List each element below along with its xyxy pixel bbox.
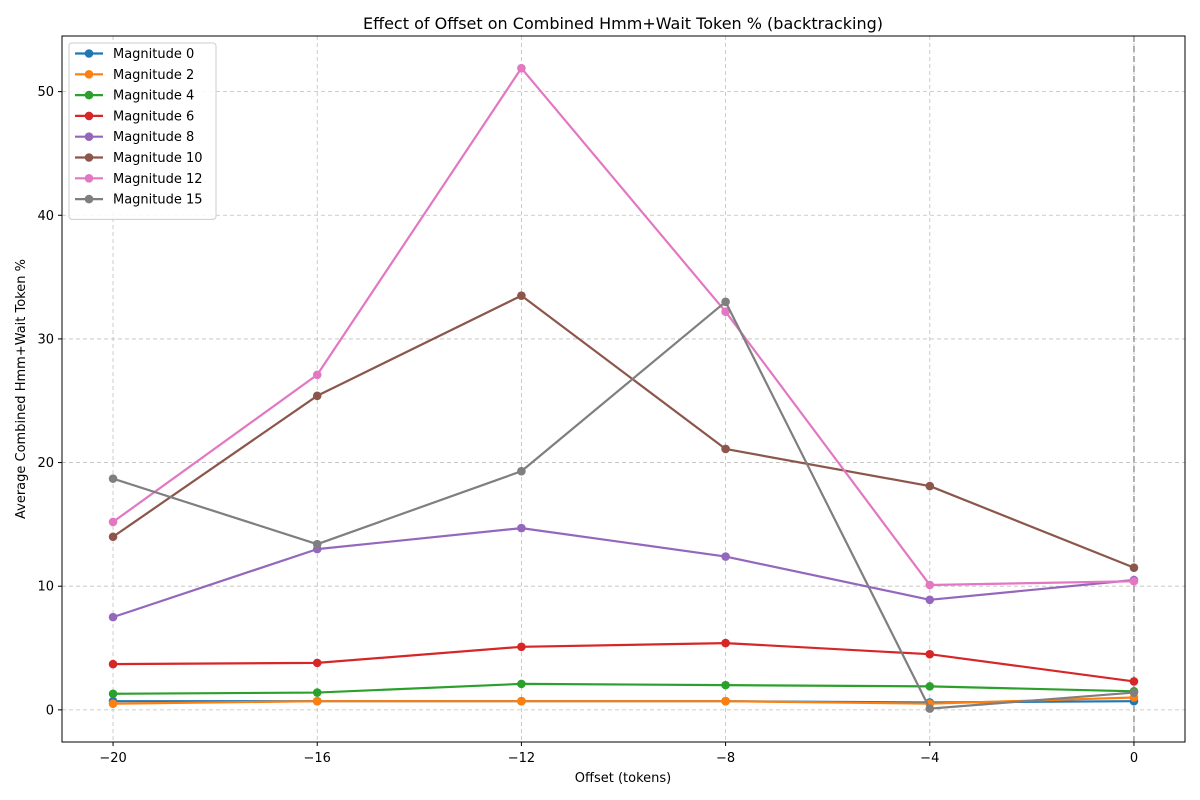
data-point <box>517 523 526 533</box>
legend-label: Magnitude 12 <box>113 172 203 187</box>
data-point <box>721 680 730 690</box>
data-point <box>1129 688 1139 697</box>
legend-marker <box>84 194 94 204</box>
legend-marker <box>84 174 94 183</box>
data-point <box>312 658 322 668</box>
legend-label: Magnitude 8 <box>113 130 194 145</box>
legend-marker <box>84 49 94 58</box>
data-point <box>108 532 118 542</box>
data-point <box>312 391 322 401</box>
data-point <box>108 659 118 669</box>
legend-label: Magnitude 4 <box>113 89 194 104</box>
y-tick-label: 10 <box>37 580 54 595</box>
data-point <box>1129 576 1139 586</box>
y-tick-label: 0 <box>46 703 54 718</box>
series-magnitude-12 <box>108 63 1139 590</box>
y-tick-label: 30 <box>37 332 54 347</box>
data-point <box>721 638 730 648</box>
legend-marker <box>84 90 94 100</box>
data-point <box>925 481 935 491</box>
legend-item: Magnitude 2 <box>75 68 194 83</box>
grid <box>62 36 1185 742</box>
data-point <box>925 595 935 605</box>
series-line <box>112 526 1135 619</box>
data-point <box>517 696 526 706</box>
data-point <box>1129 677 1139 686</box>
series-line <box>113 641 1135 683</box>
data-point <box>312 688 322 697</box>
x-tick-label: −12 <box>508 751 535 766</box>
x-tick-label: −4 <box>920 751 939 766</box>
data-point <box>925 580 935 590</box>
y-axis-label: Average Combined Hmm+Wait Token % <box>14 259 29 519</box>
series-line <box>112 300 1135 710</box>
legend-label: Magnitude 0 <box>113 47 194 62</box>
y-tick-label: 20 <box>37 456 54 471</box>
data-point <box>721 297 730 307</box>
data-point <box>517 63 526 73</box>
data-point <box>108 612 118 622</box>
data-point <box>925 682 935 691</box>
data-point <box>1129 563 1139 572</box>
y-tick-label: 40 <box>37 209 54 224</box>
legend-label: Magnitude 10 <box>113 151 203 166</box>
legend-item: Magnitude 15 <box>75 193 203 208</box>
data-point <box>108 689 118 699</box>
legend-item: Magnitude 8 <box>75 130 194 145</box>
x-tick-label: −16 <box>304 751 331 766</box>
legend-item: Magnitude 0 <box>75 47 194 62</box>
data-point <box>517 642 526 652</box>
series-magnitude-6 <box>108 638 1139 686</box>
series-magnitude-4 <box>108 679 1139 699</box>
x-axis-label: Offset (tokens) <box>575 771 671 786</box>
data-point <box>517 466 526 476</box>
legend-marker <box>84 132 94 141</box>
series-line <box>113 696 1134 705</box>
x-tick-label: −8 <box>716 751 735 766</box>
data-point <box>721 307 730 317</box>
legend-box <box>68 42 217 220</box>
x-axis-ticks: −20 −16 −12 −8 −4 0 <box>99 742 1138 766</box>
series-magnitude-8 <box>108 523 1139 622</box>
legend-label: Magnitude 6 <box>113 109 194 124</box>
data-point <box>312 696 322 706</box>
data-point <box>312 370 322 380</box>
legend-item: Magnitude 6 <box>75 109 194 124</box>
series-magnitude-10 <box>108 291 1139 572</box>
x-tick-label: 0 <box>1130 751 1138 766</box>
data-point <box>925 649 935 659</box>
legend-item: Magnitude 10 <box>75 151 203 166</box>
y-axis-ticks: 0 10 20 30 40 50 <box>37 85 62 718</box>
data-point <box>517 291 526 300</box>
legend-label: Magnitude 15 <box>113 193 203 208</box>
legend-marker <box>84 70 94 79</box>
legend-marker <box>84 153 94 162</box>
data-point <box>108 517 118 527</box>
data-point <box>312 539 322 549</box>
plot-frame <box>61 35 1186 743</box>
data-point <box>925 704 935 713</box>
legend: Magnitude 0 Magnitude 2 Magnitude 4 Magnitu… <box>68 42 217 220</box>
legend-item: Magnitude 4 <box>75 89 194 104</box>
legend-marker <box>84 111 94 121</box>
data-point <box>108 699 118 708</box>
series-layer <box>108 63 1139 713</box>
data-point <box>721 696 730 706</box>
legend-item: Magnitude 12 <box>75 172 203 187</box>
data-point <box>721 552 730 561</box>
y-tick-label: 50 <box>37 85 54 100</box>
data-point <box>517 679 526 689</box>
data-point <box>108 474 118 483</box>
series-line <box>113 682 1134 695</box>
series-magnitude-15 <box>108 297 1139 713</box>
chart-title: Effect of Offset on Combined Hmm+Wait To… <box>363 14 883 33</box>
x-tick-label: −20 <box>99 751 126 766</box>
data-point <box>721 444 730 454</box>
legend-label: Magnitude 2 <box>113 68 194 83</box>
series-line <box>112 294 1135 569</box>
series-line <box>112 67 1134 587</box>
